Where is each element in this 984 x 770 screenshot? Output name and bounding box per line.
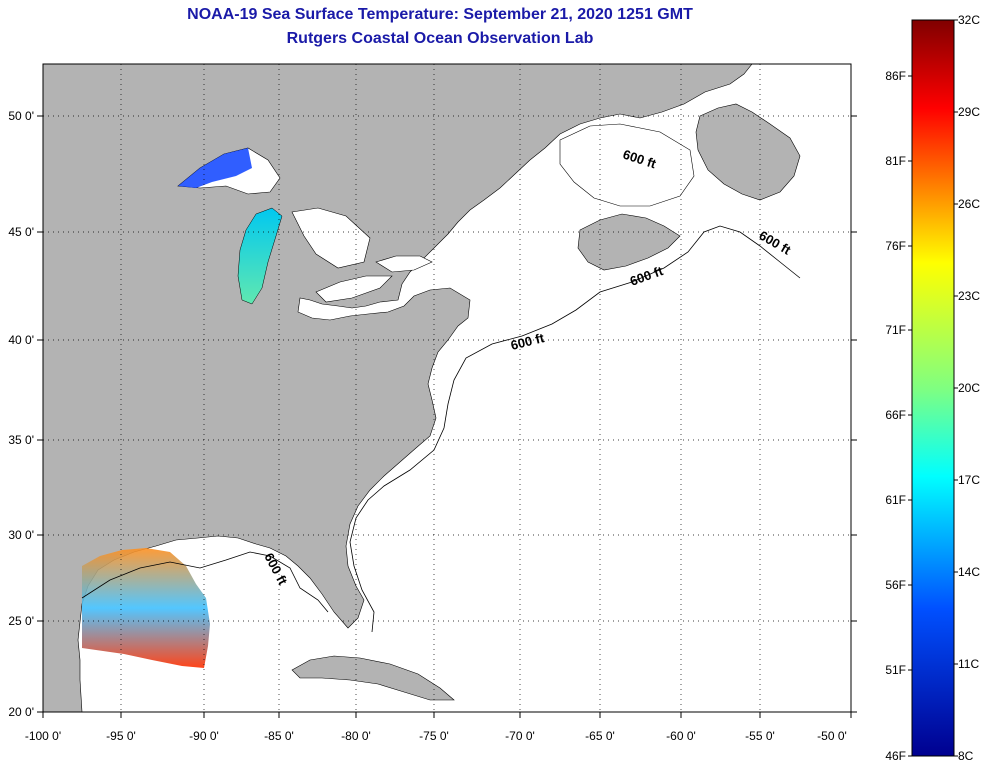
celsius-label: 23C bbox=[958, 289, 980, 303]
lat-label: 45 0' bbox=[8, 225, 34, 239]
map-subtitle: Rutgers Coastal Ocean Observation Lab bbox=[286, 30, 594, 47]
celsius-label: 20C bbox=[958, 381, 980, 395]
lon-label: -95 0' bbox=[106, 729, 136, 743]
sst-lake-superior bbox=[178, 148, 252, 188]
lon-label: -70 0' bbox=[505, 729, 535, 743]
lon-label: -80 0' bbox=[341, 729, 371, 743]
lat-label: 20 0' bbox=[8, 705, 34, 719]
lon-label: -50 0' bbox=[817, 729, 847, 743]
lon-label: -75 0' bbox=[419, 729, 449, 743]
lon-label: -100 0' bbox=[25, 729, 61, 743]
colorbar-fahrenheit-labels: 86F 81F 76F 71F 66F 61F 56F 51F 46F bbox=[885, 69, 906, 763]
colorbar bbox=[911, 19, 955, 757]
lon-label: -65 0' bbox=[585, 729, 615, 743]
celsius-label: 8C bbox=[958, 749, 974, 763]
graticule bbox=[43, 64, 851, 712]
celsius-label: 17C bbox=[958, 473, 980, 487]
colorbar-ticks bbox=[908, 19, 958, 757]
land-north-america bbox=[43, 64, 753, 712]
map-frame bbox=[42, 63, 852, 713]
land-nova-scotia bbox=[577, 213, 681, 271]
celsius-label: 32C bbox=[958, 13, 980, 27]
fahrenheit-label: 66F bbox=[885, 408, 906, 422]
fahrenheit-label: 61F bbox=[885, 493, 906, 507]
lon-label: -85 0' bbox=[264, 729, 294, 743]
lat-label: 25 0' bbox=[8, 614, 34, 628]
longitude-labels: -100 0' -95 0' -90 0' -85 0' -80 0' -75 … bbox=[25, 729, 847, 743]
celsius-label: 26C bbox=[958, 197, 980, 211]
fahrenheit-label: 81F bbox=[885, 154, 906, 168]
lat-label: 35 0' bbox=[8, 433, 34, 447]
lake-ontario bbox=[375, 255, 433, 273]
lake-huron bbox=[291, 207, 371, 269]
fahrenheit-label: 86F bbox=[885, 69, 906, 83]
lon-label: -90 0' bbox=[189, 729, 219, 743]
gulf-st-lawrence bbox=[559, 123, 695, 207]
lat-label: 30 0' bbox=[8, 528, 34, 542]
map-layers: 600 ft 600 ft 600 ft 600 ft 600 ft bbox=[43, 64, 851, 712]
land-newfoundland bbox=[695, 103, 801, 201]
map-title: NOAA-19 Sea Surface Temperature: Septemb… bbox=[187, 6, 693, 23]
fahrenheit-label: 71F bbox=[885, 323, 906, 337]
celsius-label: 11C bbox=[958, 657, 979, 671]
colorbar-celsius-labels: 32C 29C 26C 23C 20C 17C 14C 11C 8C bbox=[958, 13, 980, 763]
lat-label: 40 0' bbox=[8, 333, 34, 347]
latitude-labels: 20 0' 25 0' 30 0' 35 0' 40 0' 45 0' 50 0… bbox=[8, 109, 34, 719]
fahrenheit-label: 51F bbox=[885, 663, 906, 677]
lat-label: 50 0' bbox=[8, 109, 34, 123]
fahrenheit-label: 46F bbox=[885, 749, 906, 763]
land-cuba bbox=[291, 655, 455, 701]
celsius-label: 29C bbox=[958, 105, 980, 119]
axis-ticks bbox=[37, 115, 857, 718]
lake-erie bbox=[315, 275, 393, 303]
lon-label: -60 0' bbox=[666, 729, 696, 743]
lon-label: -55 0' bbox=[745, 729, 775, 743]
fahrenheit-label: 56F bbox=[885, 578, 906, 592]
fahrenheit-label: 76F bbox=[885, 239, 906, 253]
celsius-label: 14C bbox=[958, 565, 980, 579]
isobath-600ft bbox=[81, 225, 801, 633]
